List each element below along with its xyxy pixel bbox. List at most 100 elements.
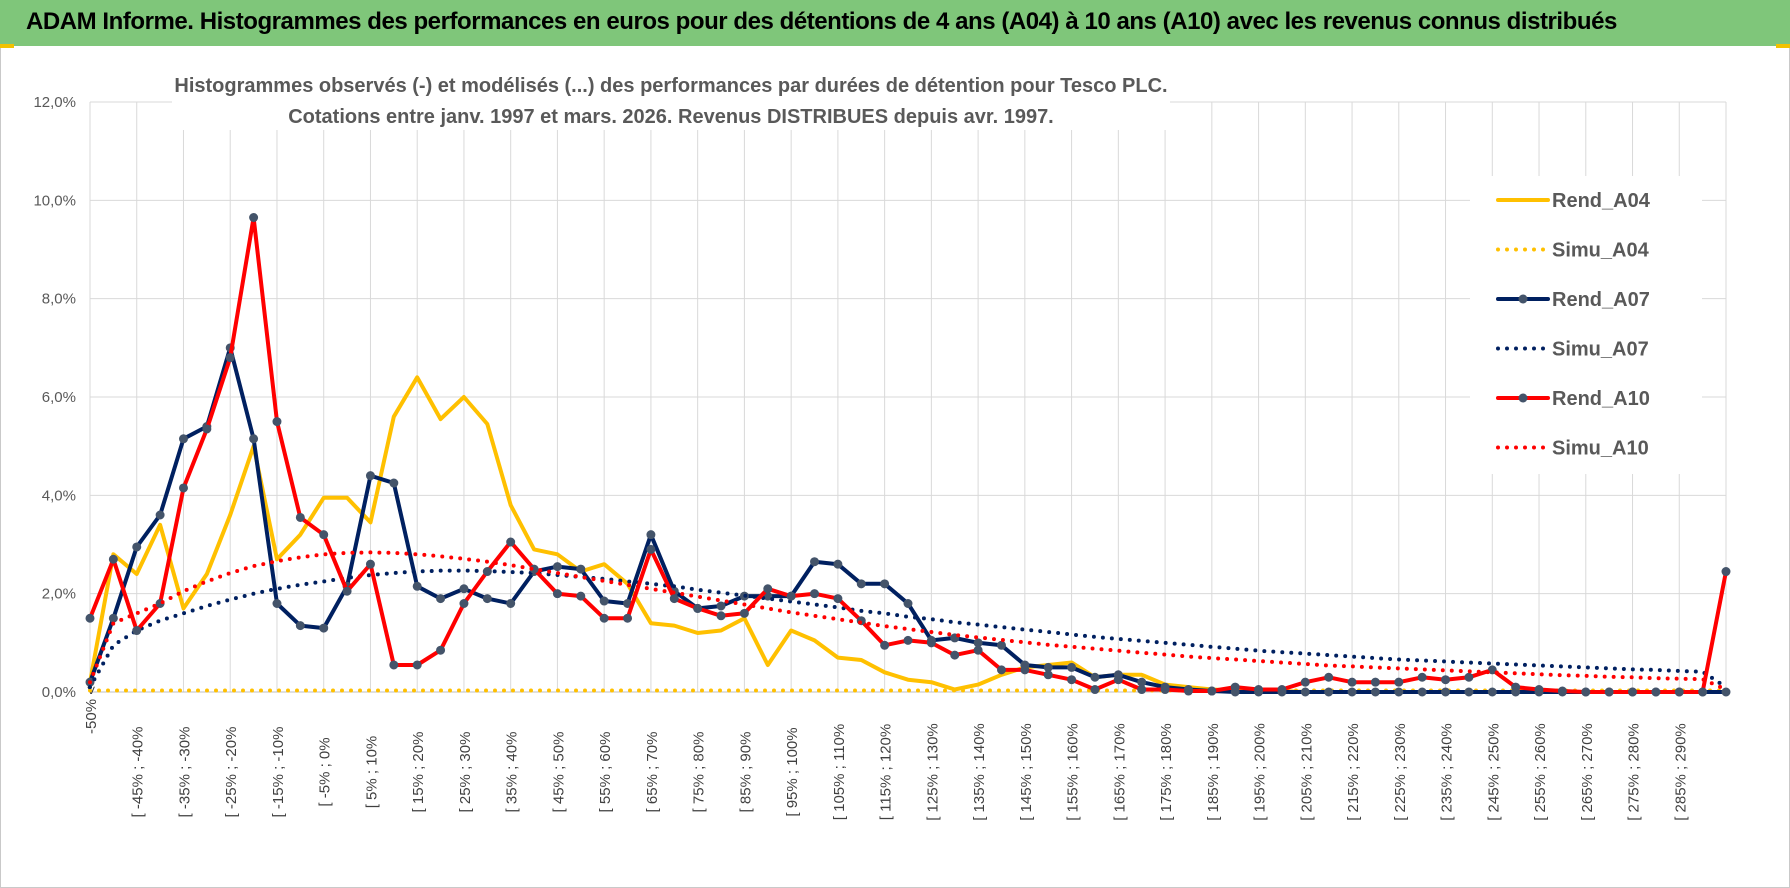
data-point [576,591,586,601]
legend-label: Rend_A04 [1552,190,1651,212]
x-tick-label: [ 135% ; 140% [971,723,988,821]
data-point [1698,687,1708,697]
data-point [856,579,866,589]
chart-subtitle: Cotations entre janv. 1997 et mars. 2026… [288,106,1054,128]
data-point [1137,677,1147,687]
data-point [716,611,726,621]
x-tick-label: [ -15% ; -10% [270,727,287,818]
x-tick-label: [ 65% ; 70% [644,732,661,813]
y-tick-label: 4,0% [42,487,76,504]
data-point [1487,687,1497,697]
data-point [693,603,703,613]
x-tick-label: [ 85% ; 90% [737,732,754,813]
data-point [1417,687,1427,697]
x-tick-label: [ 275% ; 280% [1626,723,1643,821]
data-point [1300,677,1310,687]
corner-accent-right [1776,44,1790,48]
legend-label: Rend_A10 [1552,388,1650,410]
data-point [1441,675,1451,685]
chart-title-box: Histogrammes observés (-) et modélisés (… [172,66,1170,130]
x-tick-label: [ 115% ; 120% [878,724,895,820]
data-point [482,594,492,604]
data-point [272,417,282,427]
x-tick-label: [ 245% ; 250% [1485,723,1502,821]
data-point [833,594,843,604]
data-point [1347,677,1357,687]
data-point [1067,662,1077,672]
data-point [926,638,936,648]
x-tick-label: [ 155% ; 160% [1065,723,1082,821]
x-tick-label: [ 225% ; 230% [1392,723,1409,821]
x-tick-label: [ 285% ; 290% [1672,723,1689,821]
data-point [786,591,796,601]
y-tick-label: 8,0% [42,291,76,308]
x-tick-label: [ 205% ; 210% [1298,723,1315,821]
data-point [833,559,843,569]
data-point [1207,686,1217,696]
corner-accent-left [0,44,14,48]
data-point [973,638,983,648]
legend-marker [1518,393,1528,403]
x-tick-label: [ -45% ; -40% [130,727,147,818]
x-tick-label: [ -5% ; 0% [317,737,334,806]
data-point [1674,687,1684,697]
data-point [1090,685,1100,695]
data-point [1347,687,1357,697]
legend-label: Rend_A07 [1552,289,1650,311]
data-point [1324,672,1334,682]
data-point [482,567,492,577]
data-point [810,589,820,599]
data-point [1464,672,1474,682]
x-tick-label: [ 15% ; 20% [410,732,427,813]
x-tick-label: [ 195% ; 200% [1252,723,1269,821]
data-point [459,599,469,608]
data-point [132,626,142,636]
data-point [389,478,399,488]
data-point [506,537,516,547]
y-tick-label: 12,0% [33,94,76,111]
x-tick-label: [ 5% ; 10% [363,736,380,809]
legend-label: Simu_A10 [1552,438,1649,460]
data-point [1113,675,1123,685]
data-point [1230,682,1240,692]
x-tick-label: [ 235% ; 240% [1439,723,1456,821]
x-tick-label: [ 125% ; 130% [924,723,941,821]
data-point [1324,687,1334,697]
data-point [1090,672,1100,682]
x-tick-label: [ 35% ; 40% [504,732,521,813]
data-point [810,557,820,567]
chart-title: Histogrammes observés (-) et modélisés (… [174,75,1167,97]
y-tick-label: 2,0% [42,586,76,603]
data-point [1370,677,1380,687]
data-point [1020,665,1030,675]
data-point [319,623,329,633]
data-point [1394,687,1404,697]
data-point [436,645,446,655]
x-tick-label: -50% < [83,686,100,734]
data-point [739,608,749,618]
data-point [599,613,609,623]
series-lines [85,213,1731,697]
x-tick-label: [ 55% ; 60% [597,732,614,813]
data-point [1160,685,1170,695]
data-point [1394,677,1404,687]
data-point [646,530,656,540]
data-point [295,512,305,522]
data-point [1254,685,1264,695]
data-point [1604,687,1614,697]
header-banner: ADAM Informe. Histogrammes des performan… [0,0,1790,46]
data-point [108,613,118,623]
data-point [973,645,983,655]
data-point [342,586,352,596]
data-point [108,554,118,564]
data-point [880,579,890,589]
legend-marker [1518,294,1528,304]
data-point [249,434,259,444]
data-point [1651,687,1661,697]
data-point [1628,687,1638,697]
legend-label: Simu_A04 [1552,240,1650,262]
data-point [1067,675,1077,685]
x-tick-label: [ 175% ; 180% [1158,723,1175,821]
x-tick-label: [ -25% ; -20% [223,727,240,818]
data-point [1183,686,1193,696]
